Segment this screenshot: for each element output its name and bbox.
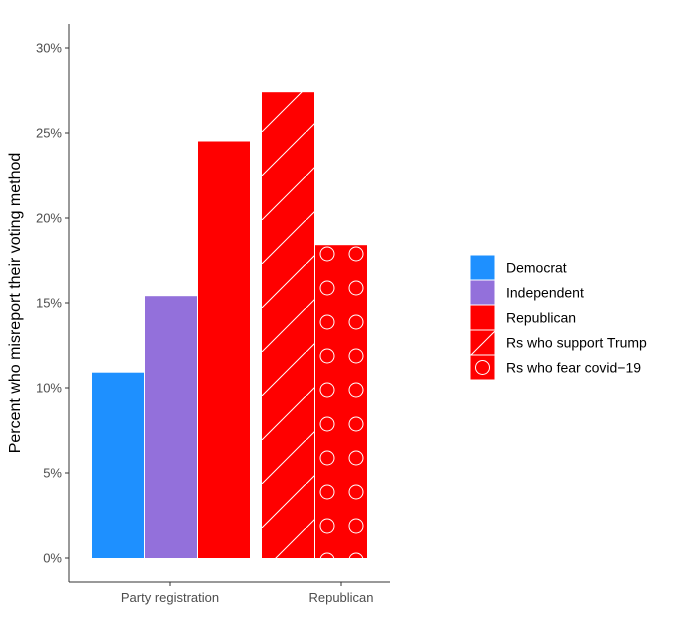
y-tick-label: 20%: [36, 211, 62, 226]
y-ticks: 0% 5% 10% 15% 20% 25% 30%: [36, 41, 69, 566]
x-ticks: Party registration Republican: [121, 582, 374, 605]
legend-label: Rs who fear covid−19: [506, 360, 641, 376]
bar-republican: [198, 141, 250, 558]
legend-key-rs-who-support-trump: [469, 329, 496, 356]
bars: [92, 92, 367, 558]
y-tick-label: 10%: [36, 381, 62, 396]
legend-key-democrat: [469, 254, 496, 281]
bar-independent: [145, 296, 197, 558]
legend-key-circle-mark: [475, 360, 490, 375]
bar-rs-who-fear-covid-19: [315, 245, 367, 558]
legend-label: Independent: [506, 285, 584, 301]
y-axis-title: Percent who misreport their voting metho…: [7, 153, 24, 454]
bar-rs-who-support-trump: [262, 92, 314, 558]
x-tick-label: Republican: [308, 590, 373, 605]
y-tick-label: 15%: [36, 296, 62, 311]
legend-key-independent: [469, 279, 496, 306]
legend-label: Democrat: [506, 260, 567, 276]
y-tick-label: 25%: [36, 126, 62, 141]
legend-label: Republican: [506, 310, 576, 326]
legend: Democrat Independent Republican Rs who supp…: [469, 254, 647, 381]
y-tick-label: 0%: [43, 551, 62, 566]
legend-label: Rs who support Trump: [506, 335, 647, 351]
bar-democrat: [92, 372, 144, 558]
y-tick-label: 30%: [36, 41, 62, 56]
x-tick-label: Party registration: [121, 590, 219, 605]
y-tick-label: 5%: [43, 466, 62, 481]
legend-key-rs-who-fear-covid-19: [469, 354, 496, 381]
legend-key-republican: [469, 304, 496, 331]
